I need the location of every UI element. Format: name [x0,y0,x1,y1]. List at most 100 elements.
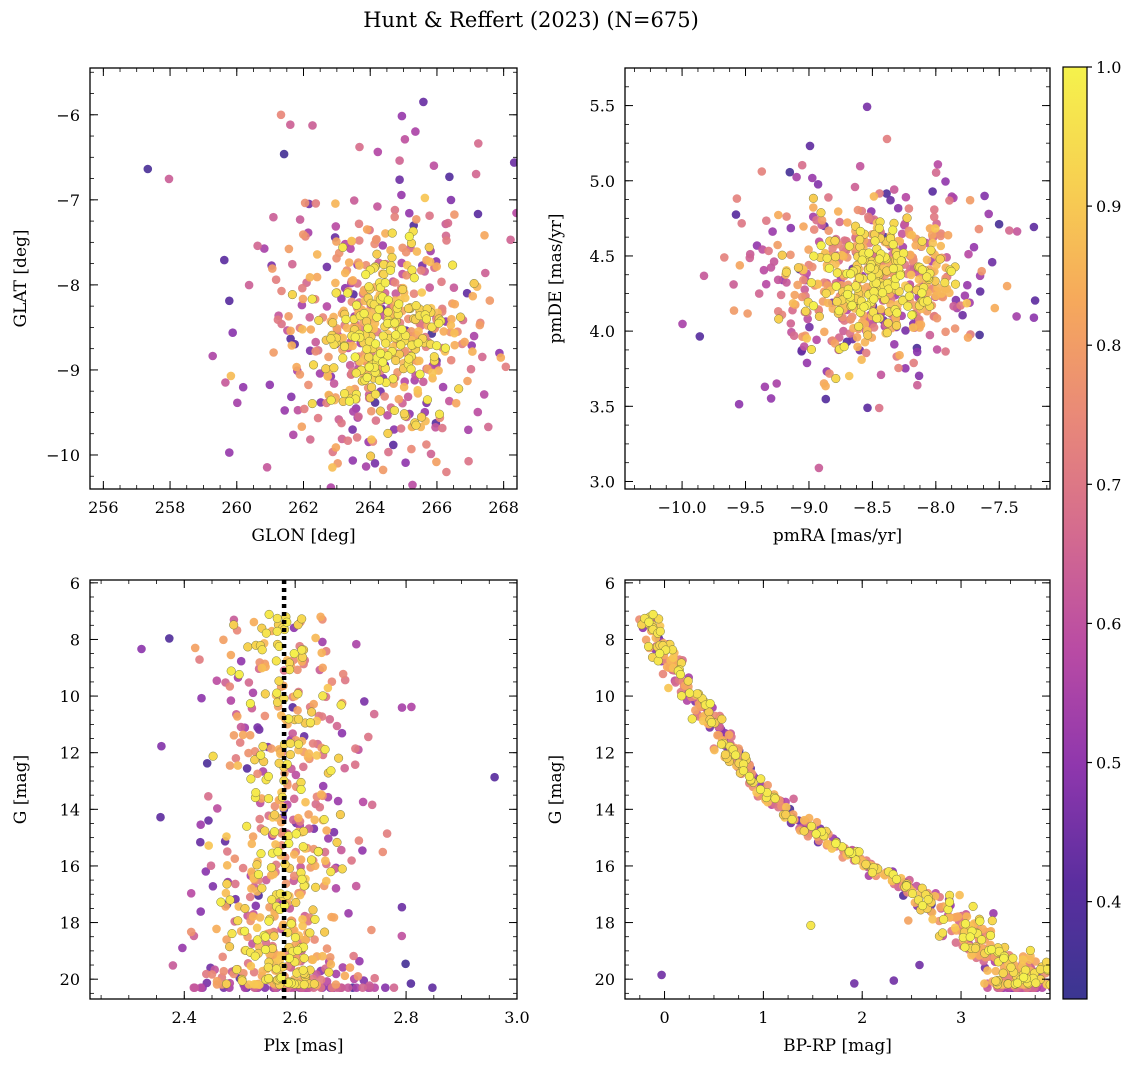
scatter-point [480,231,489,240]
scatter-point [226,371,236,381]
scatter-point [831,838,841,849]
scatter-point [269,931,279,941]
scatter-point [883,318,893,328]
scatter-point [286,919,296,929]
scatter-point [220,255,229,265]
scatter-point [425,257,435,267]
scatter-point [1128,270,1136,279]
scatter-point [337,418,346,428]
scatter-point [372,234,381,244]
y-tick-label: −7 [56,191,80,210]
scatter-point [940,278,950,288]
scatter-point [238,730,248,740]
scatter-point [438,382,448,392]
scatter-point [445,172,454,182]
scatter-point [256,849,266,859]
scatter-point [326,766,336,776]
scatter-point [364,362,374,372]
scatter-point [931,224,940,233]
scatter-point [381,229,390,238]
scatter-point [340,971,350,981]
scatter-point [267,895,277,905]
scatter-point [481,268,490,278]
y-tick-label: 6 [70,574,80,593]
scatter-point [479,36,488,45]
scatter-point [352,983,361,992]
scatter-point [859,302,869,312]
scatter-point [253,869,264,879]
scatter-point [312,751,322,760]
scatter-point [983,966,992,975]
scatter-point [912,347,922,357]
scatter-point [300,404,309,414]
scatter-point [648,609,658,619]
scatter-point [222,861,232,870]
scatter-point [168,961,178,970]
scatter-point [358,797,368,807]
colorbar-tick-label: 0.7 [1096,475,1121,494]
scatter-point [308,121,317,130]
scatter-point [236,722,246,732]
scatter-point [348,276,358,285]
scatter-point [438,423,447,433]
scatter-point [216,897,226,907]
scatter-point [212,676,222,685]
scatter-point [413,338,423,348]
scatter-point [304,380,313,390]
scatter-point [337,864,347,874]
scatter-point [744,771,754,781]
scatter-point [231,879,240,889]
scatter-point [238,863,248,873]
scatter-point [469,278,479,289]
scatter-point [298,965,308,975]
x-tick-label: 3 [956,1008,966,1027]
scatter-point [289,794,299,804]
x-tick-label: −8.5 [853,498,892,517]
x-axis-label: Plx [mas] [263,1036,343,1056]
scatter-point [221,378,230,387]
scatter-point [351,744,360,753]
scatter-point [351,368,361,378]
y-axis-label: GLAT [deg] [11,229,31,327]
scatter-point [609,200,618,209]
scatter-point [475,320,485,330]
scatter-point [233,761,243,770]
scatter-point [789,331,799,341]
scatter-point [287,392,296,402]
scatter-point [892,321,902,331]
panel-glon-glat: 256 258 260 262 264 266 268 −10 −9 −8 −7 −6 GLON [de… [11,36,519,546]
scatter-point [367,435,376,444]
scatter-point [901,326,910,335]
scatter-point [855,226,865,236]
scatter-point [269,827,280,837]
scatter-point [233,398,242,408]
scatter-point [271,964,282,974]
scatter-point [229,620,239,630]
scatter-point [257,663,267,673]
scatter-point [240,903,250,914]
scatter-point [305,313,315,322]
scatter-point [906,270,916,280]
scatter-point [987,916,997,926]
scatter-point [935,254,945,264]
scatter-point [244,280,254,290]
scatter-point [437,277,446,287]
scatter-point [297,874,307,884]
scatter-point [261,628,271,638]
scatter-point [806,344,817,355]
scatter-point [285,665,295,675]
scatter-point [669,653,678,662]
scatter-point [757,167,767,176]
scatter-point [243,642,253,652]
scatter-point [348,456,358,465]
scatter-point [275,502,284,511]
scatter-point [846,269,856,279]
scatter-point [271,840,280,849]
scatter-point [273,847,283,857]
scatter-point [197,693,206,703]
scatter-point [404,354,414,364]
scatter-point [284,312,293,321]
scatter-point [963,333,973,342]
scatter-point [793,263,803,273]
scatter-point [329,827,339,837]
